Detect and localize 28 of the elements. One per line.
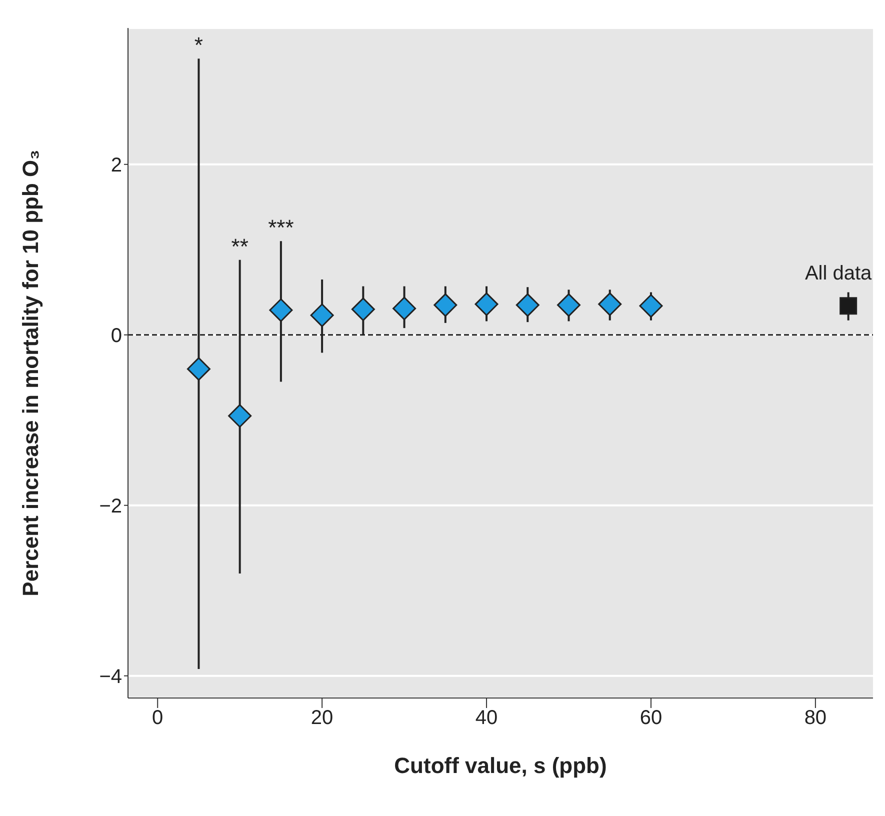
y-tick-label: 0 bbox=[110, 324, 122, 347]
x-tick-label: 60 bbox=[640, 707, 662, 730]
y-tick-label: −2 bbox=[99, 495, 122, 518]
x-tick-label: 80 bbox=[804, 707, 827, 730]
x-tick-label: 40 bbox=[475, 707, 498, 730]
point bbox=[598, 292, 622, 316]
point bbox=[639, 294, 663, 318]
point bbox=[269, 298, 293, 322]
point bbox=[351, 298, 375, 322]
x-tick-label: 20 bbox=[310, 707, 334, 730]
point bbox=[392, 296, 416, 320]
point bbox=[474, 292, 498, 316]
point bbox=[228, 404, 252, 428]
point bbox=[186, 357, 210, 381]
annotation: * bbox=[194, 32, 204, 58]
point bbox=[840, 297, 858, 315]
y-axis-title: Percent increase in mortality for 10 ppb O₃ bbox=[18, 150, 43, 596]
series-label: All data bbox=[804, 262, 873, 284]
y-tick-label: −4 bbox=[99, 666, 122, 688]
point bbox=[434, 293, 458, 317]
x-tick-label: 0 bbox=[152, 707, 164, 730]
y-tick-label: 2 bbox=[110, 154, 122, 176]
annotation: ** bbox=[231, 234, 249, 259]
point bbox=[516, 293, 540, 317]
point bbox=[557, 293, 580, 317]
x-axis-title: Cutoff value, s (ppb) bbox=[394, 753, 607, 778]
point bbox=[310, 304, 334, 328]
annotation: *** bbox=[268, 215, 294, 240]
